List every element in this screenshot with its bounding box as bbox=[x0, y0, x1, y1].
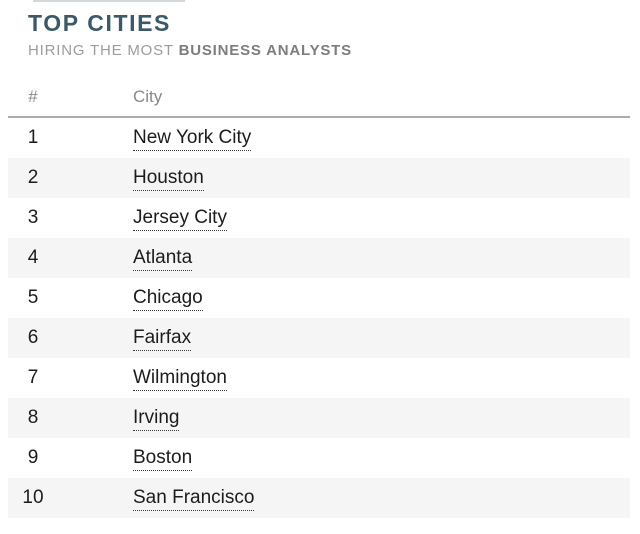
rank-cell: 7 bbox=[27, 367, 39, 389]
city-link[interactable]: Houston bbox=[133, 167, 204, 192]
rank-cell: 2 bbox=[27, 167, 39, 189]
table-row: 10 San Francisco bbox=[8, 478, 630, 519]
rank-cell: 5 bbox=[27, 287, 39, 309]
city-cell: Chicago bbox=[133, 287, 203, 312]
city-cell: Fairfax bbox=[133, 327, 192, 352]
city-link[interactable]: Chicago bbox=[133, 287, 203, 312]
top-cities-table: # City 1 New York City 2 Houston 3 Jerse… bbox=[8, 61, 630, 519]
page-subtitle: HIRING THE MOST BUSINESS ANALYSTS bbox=[28, 42, 640, 61]
column-header-city: City bbox=[133, 87, 163, 107]
rank-cell: 4 bbox=[27, 247, 39, 269]
table-row: 5 Chicago bbox=[8, 278, 630, 318]
city-cell: Boston bbox=[133, 447, 193, 472]
column-header-rank: # bbox=[28, 87, 38, 107]
city-cell: Atlanta bbox=[133, 247, 193, 272]
city-cell: New York City bbox=[133, 127, 252, 152]
city-link[interactable]: Irving bbox=[133, 407, 180, 432]
city-cell: Jersey City bbox=[133, 207, 227, 232]
city-link[interactable]: Boston bbox=[133, 447, 193, 472]
table-header-row: # City bbox=[8, 61, 630, 119]
table-body: 1 New York City 2 Houston 3 Jersey City … bbox=[8, 118, 630, 519]
rank-cell: 9 bbox=[27, 447, 39, 469]
table-row: 6 Fairfax bbox=[8, 318, 630, 359]
table-row: 2 Houston bbox=[8, 158, 630, 199]
table-row: 3 Jersey City bbox=[8, 198, 630, 238]
rank-cell: 10 bbox=[22, 487, 44, 509]
table-row: 7 Wilmington bbox=[8, 358, 630, 398]
city-cell: Irving bbox=[133, 407, 180, 432]
page-title: TOP CITIES bbox=[28, 10, 171, 36]
table-row: 9 Boston bbox=[8, 438, 630, 478]
city-link[interactable]: Jersey City bbox=[133, 207, 227, 232]
city-link[interactable]: Atlanta bbox=[133, 247, 193, 272]
city-link[interactable]: Fairfax bbox=[133, 327, 192, 352]
table-row: 4 Atlanta bbox=[8, 238, 630, 279]
cropped-element-edge bbox=[33, 0, 185, 2]
city-cell: Wilmington bbox=[133, 367, 227, 392]
rank-cell: 1 bbox=[27, 127, 39, 149]
city-link[interactable]: Wilmington bbox=[133, 367, 227, 392]
table-row: 1 New York City bbox=[8, 118, 630, 158]
city-cell: San Francisco bbox=[133, 487, 255, 512]
city-link[interactable]: New York City bbox=[133, 127, 252, 152]
subtitle-light-text: HIRING THE MOST bbox=[28, 42, 174, 60]
rank-cell: 6 bbox=[27, 327, 39, 349]
table-row: 8 Irving bbox=[8, 398, 630, 439]
city-link[interactable]: San Francisco bbox=[133, 487, 255, 512]
city-cell: Houston bbox=[133, 167, 204, 192]
subtitle-bold-text: BUSINESS ANALYSTS bbox=[178, 42, 352, 60]
rank-cell: 8 bbox=[27, 407, 39, 429]
rank-cell: 3 bbox=[27, 207, 39, 229]
